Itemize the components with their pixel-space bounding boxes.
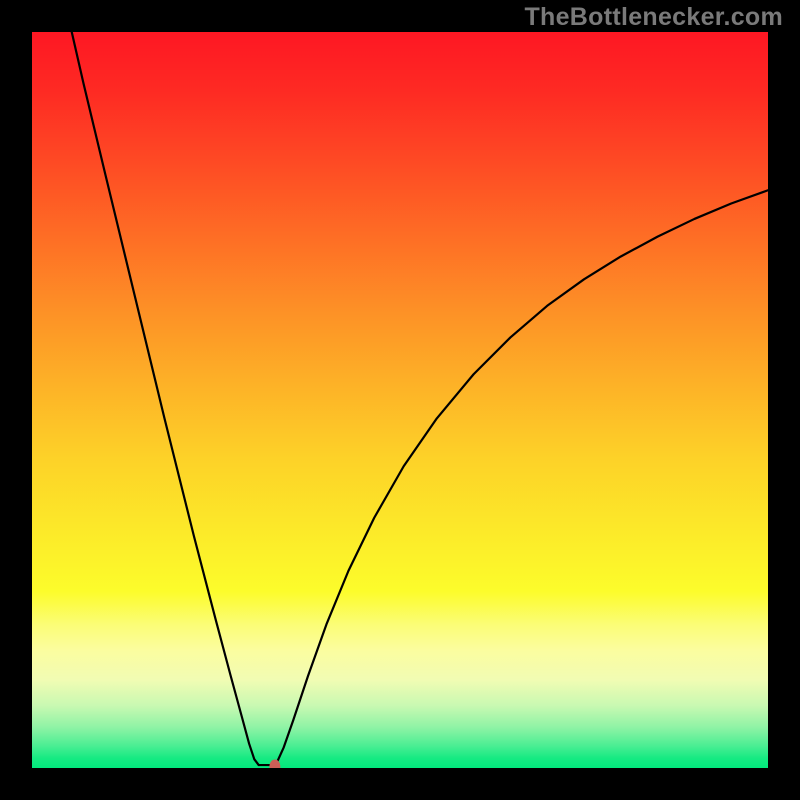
plot-background (32, 32, 768, 768)
bottleneck-chart (32, 32, 768, 768)
watermark-text: TheBottlenecker.com (524, 3, 783, 32)
chart-frame (32, 32, 768, 768)
